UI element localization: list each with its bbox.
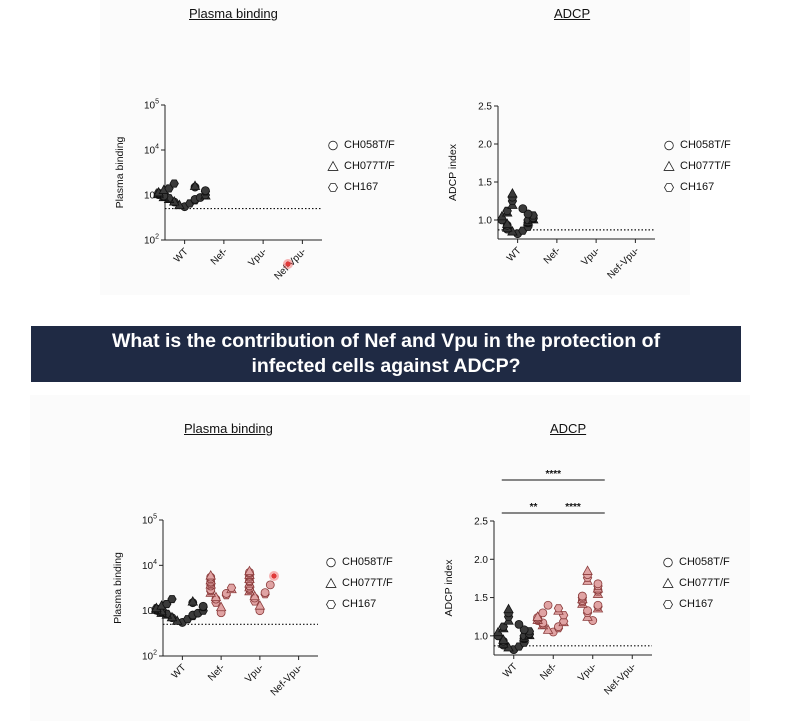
hexagon-marker-icon	[663, 599, 673, 609]
legend-entry: CH167	[663, 176, 731, 197]
banner-line-2: infected cells against ADCP?	[251, 355, 521, 377]
pointer-highlight-top	[283, 259, 293, 269]
legend-label: CH058T/F	[344, 138, 395, 151]
legend-entry: CH058T/F	[327, 134, 395, 155]
chart-title-adcp-bottom: ADCP	[550, 421, 587, 436]
legend-label: CH167	[344, 180, 379, 193]
triangle-marker-icon	[662, 577, 674, 588]
chart-title-adcp-top: ADCP	[554, 6, 591, 21]
hexagon-marker-icon	[326, 599, 336, 609]
legend-label: CH077T/F	[344, 159, 395, 172]
pointer-highlight-bottom	[269, 571, 279, 581]
legend-entry: CH077T/F	[325, 572, 393, 593]
legend-entry: CH058T/F	[662, 551, 730, 572]
triangle-marker-icon	[325, 577, 337, 588]
legend-entry: CH058T/F	[325, 551, 393, 572]
question-banner: What is the contribution of Nef and Vpu …	[31, 326, 741, 382]
chart-title-plasma-binding-top: Plasma binding	[189, 6, 278, 21]
legend-label: CH167	[679, 597, 714, 610]
legend-bottom-right: CH058T/F CH077T/F CH167	[662, 551, 730, 614]
legend-entry: CH167	[662, 593, 730, 614]
top-panel-background	[100, 0, 690, 295]
legend-top-right: CH058T/F CH077T/F CH167	[663, 134, 731, 197]
legend-label: CH167	[680, 180, 715, 193]
legend-label: CH058T/F	[342, 555, 393, 568]
legend-label: CH058T/F	[680, 138, 731, 151]
legend-entry: CH167	[327, 176, 395, 197]
legend-top-left: CH058T/F CH077T/F CH167	[327, 134, 395, 197]
legend-label: CH058T/F	[679, 555, 730, 568]
circle-marker-icon	[663, 557, 673, 567]
hexagon-marker-icon	[328, 182, 338, 192]
legend-entry: CH077T/F	[663, 155, 731, 176]
legend-entry: CH077T/F	[327, 155, 395, 176]
legend-label: CH167	[342, 597, 377, 610]
legend-label: CH077T/F	[680, 159, 731, 172]
legend-entry: CH058T/F	[663, 134, 731, 155]
bottom-panel-background	[30, 395, 750, 721]
legend-label: CH077T/F	[342, 576, 393, 589]
circle-marker-icon	[328, 140, 338, 150]
triangle-marker-icon	[663, 160, 675, 171]
legend-bottom-left: CH058T/F CH077T/F CH167	[325, 551, 393, 614]
circle-marker-icon	[664, 140, 674, 150]
legend-entry: CH167	[325, 593, 393, 614]
circle-marker-icon	[326, 557, 336, 567]
banner-line-1: What is the contribution of Nef and Vpu …	[111, 330, 661, 352]
legend-entry: CH077T/F	[662, 572, 730, 593]
chart-title-plasma-binding-bottom: Plasma binding	[184, 421, 273, 436]
legend-label: CH077T/F	[679, 576, 730, 589]
triangle-marker-icon	[327, 160, 339, 171]
hexagon-marker-icon	[664, 182, 674, 192]
